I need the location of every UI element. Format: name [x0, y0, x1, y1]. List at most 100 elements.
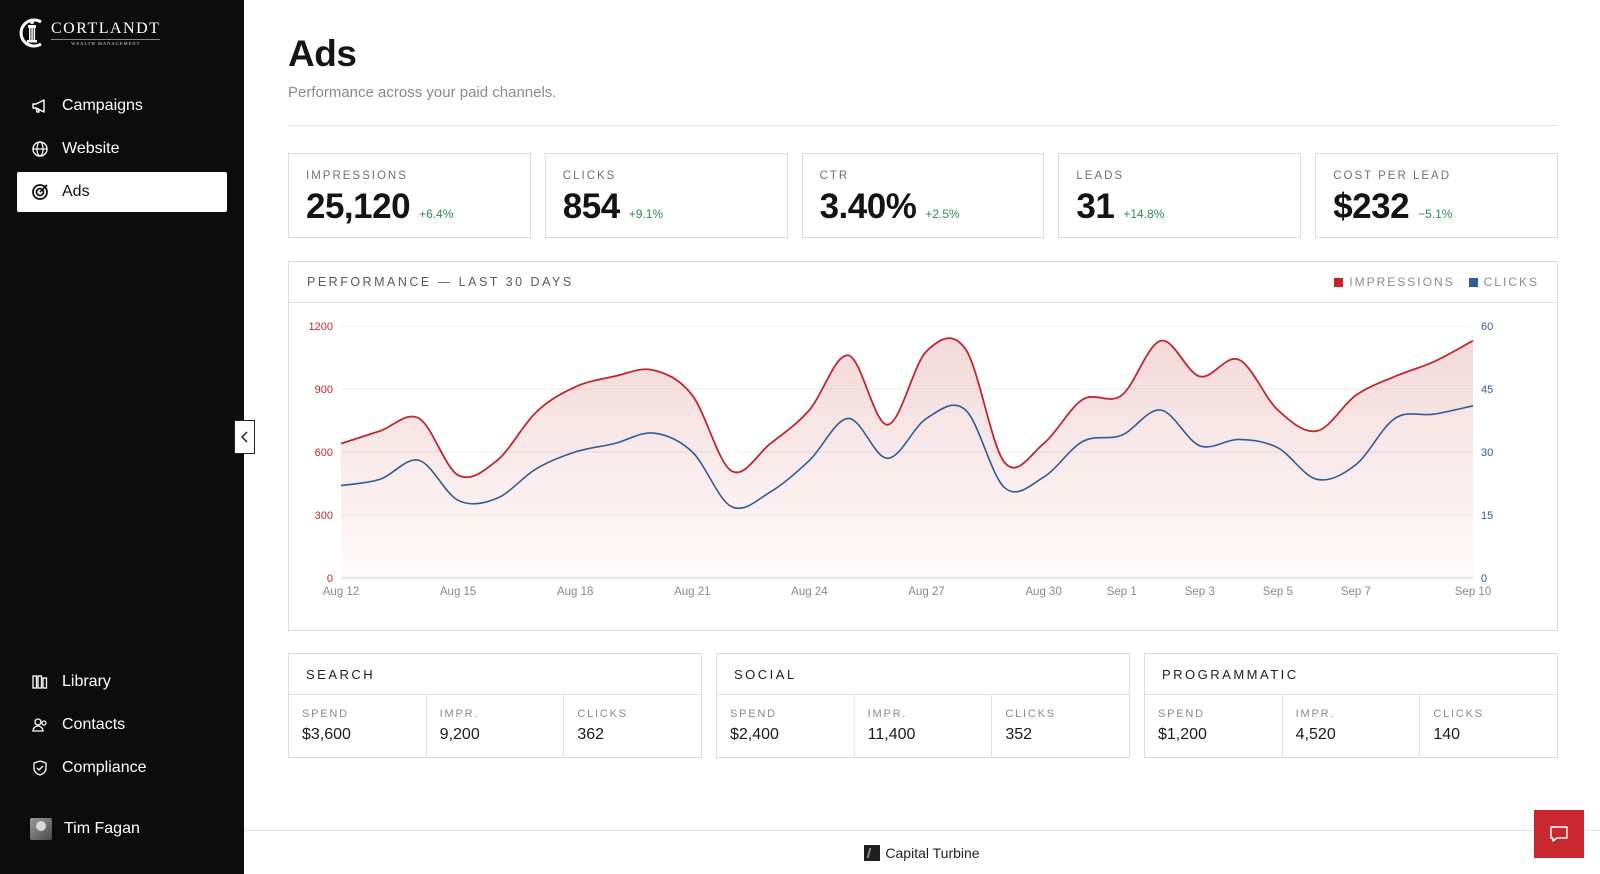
kpi-card-cost-per-lead: COST PER LEAD $232 −5.1%: [1315, 153, 1558, 238]
y-left-tick-label: 0: [327, 573, 333, 585]
stat-label: IMPR.: [439, 708, 480, 720]
page-title: Ads: [288, 33, 357, 74]
y-right-tick-label: 60: [1481, 321, 1493, 333]
kpi-card-ctr: CTR 3.40% +2.5%: [801, 153, 1045, 238]
x-tick-label: Aug 15: [440, 586, 476, 598]
y-left-tick-label: 900: [315, 384, 333, 396]
shield-check-icon: [31, 759, 49, 777]
page-subtitle: Performance across your paid channels.: [288, 84, 557, 101]
stat-value: 4,520: [1295, 726, 1336, 743]
sidebar-item-website[interactable]: Website: [17, 129, 227, 169]
impressions-line: [340, 337, 1474, 479]
brand-name: Cortlandt: [51, 19, 161, 37]
kpi-delta: +2.5%: [925, 207, 960, 221]
stat-label: SPEND: [302, 708, 349, 720]
y-left-tick-label: 600: [315, 447, 333, 459]
y-right-tick-label: 15: [1481, 510, 1493, 522]
contacts-icon: [31, 716, 49, 734]
legend-item-clicks[interactable]: CLICKS: [1468, 275, 1539, 289]
stat-value: $3,600: [302, 726, 351, 743]
legend-item-impressions[interactable]: IMPRESSIONS: [1334, 275, 1454, 289]
megaphone-icon: [31, 97, 49, 115]
collapse-sidebar-button[interactable]: [234, 420, 255, 454]
x-tick-label: Sep 10: [1455, 586, 1491, 598]
chat-button[interactable]: [1534, 810, 1584, 858]
user-profile[interactable]: Tim Fagan: [30, 818, 140, 840]
stat-value: 140: [1433, 726, 1461, 743]
channel-breakdown: SEARCH SPEND $3,600 IMPR. 9,200 CLICKS 362 …: [288, 653, 1558, 758]
kpi-value: 854: [562, 187, 620, 226]
channel-title: SOCIAL: [717, 654, 1129, 695]
y-right-tick-label: 0: [1481, 573, 1487, 585]
secondary-nav: Library Contacts Compliance: [17, 662, 227, 791]
sidebar-item-label: Library: [62, 673, 111, 690]
sidebar-item-compliance[interactable]: Compliance: [17, 748, 227, 788]
x-tick-label: Aug 30: [1025, 586, 1061, 598]
x-tick-label: Aug 12: [323, 586, 359, 598]
kpi-value: $232: [1333, 187, 1410, 226]
x-tick-label: Aug 18: [557, 586, 593, 598]
header-divider: [288, 125, 1558, 126]
stat-label: CLICKS: [1005, 708, 1056, 720]
library-icon: [31, 673, 49, 691]
sidebar-item-label: Compliance: [62, 759, 147, 776]
kpi-delta: +14.8%: [1123, 207, 1165, 221]
brand-logo[interactable]: Cortlandt WEALTH MANAGEMENT: [17, 15, 161, 51]
legend-swatch-impressions: [1334, 277, 1344, 287]
kpi-value: 25,120: [306, 187, 411, 226]
kpi-row: IMPRESSIONS 25,120 +6.4% CLICKS 854 +9.1% …: [288, 153, 1558, 238]
stat-label: IMPR.: [867, 708, 908, 720]
sidebar-item-contacts[interactable]: Contacts: [17, 705, 227, 745]
stat-value: 352: [1005, 726, 1033, 743]
performance-chart[interactable]: 0 300 600 900 1200 0 15 30 45 60 Aug 12 Aug 15 Aug 1…: [289, 304, 1557, 630]
main-content: Ads Performance across your paid channel…: [244, 0, 1600, 874]
target-icon: [31, 183, 49, 201]
channel-title: SEARCH: [289, 654, 701, 695]
x-tick-label: Sep 7: [1341, 586, 1371, 598]
chart-legend: IMPRESSIONS CLICKS: [1334, 275, 1539, 289]
sidebar-item-library[interactable]: Library: [17, 662, 227, 702]
sidebar-item-label: Ads: [62, 183, 90, 200]
sidebar: Cortlandt WEALTH MANAGEMENT Campaigns We…: [0, 0, 244, 874]
stat-value: $1,200: [1158, 726, 1207, 743]
footer-brand[interactable]: Capital Turbine: [885, 844, 980, 861]
channel-card-search: SEARCH SPEND $3,600 IMPR. 9,200 CLICKS 362: [288, 653, 702, 758]
y-right-tick-label: 30: [1481, 447, 1493, 459]
x-tick-label: Aug 24: [791, 586, 828, 598]
kpi-label: CTR: [819, 170, 850, 182]
kpi-card-leads: LEADS 31 +14.8%: [1058, 153, 1302, 238]
chart-title: PERFORMANCE — LAST 30 DAYS: [307, 275, 574, 289]
globe-icon: [31, 140, 49, 158]
sidebar-item-label: Website: [62, 140, 120, 157]
stat-value: 362: [577, 726, 605, 743]
kpi-card-impressions: IMPRESSIONS 25,120 +6.4%: [288, 153, 531, 238]
y-left-tick-label: 300: [315, 510, 333, 522]
stat-label: SPEND: [730, 708, 777, 720]
sidebar-item-campaigns[interactable]: Campaigns: [17, 86, 227, 126]
legend-label: IMPRESSIONS: [1349, 275, 1455, 289]
performance-chart-card: PERFORMANCE — LAST 30 DAYS IMPRESSIONS C…: [288, 261, 1558, 631]
stat-label: SPEND: [1158, 708, 1205, 720]
sidebar-item-ads[interactable]: Ads: [17, 172, 227, 212]
stat-label: CLICKS: [577, 708, 628, 720]
kpi-card-clicks: CLICKS 854 +9.1%: [544, 153, 788, 238]
stat-value: $2,400: [730, 726, 779, 743]
sidebar-item-label: Contacts: [62, 716, 126, 733]
user-name: Tim Fagan: [64, 820, 140, 837]
brand-emblem-icon: [17, 16, 47, 50]
kpi-label: COST PER LEAD: [1333, 170, 1452, 182]
kpi-delta: −5.1%: [1418, 207, 1453, 221]
x-tick-label: Aug 27: [908, 586, 944, 598]
kpi-value: 3.40%: [819, 187, 917, 226]
kpi-label: IMPRESSIONS: [306, 170, 408, 182]
x-tick-label: Sep 5: [1263, 586, 1293, 598]
chat-icon: [1550, 826, 1568, 842]
channel-card-programmatic: PROGRAMMATIC SPEND $1,200 IMPR. 4,520 CLIC…: [1144, 653, 1558, 758]
stat-label: CLICKS: [1433, 708, 1484, 720]
capital-turbine-logo-icon: [864, 844, 881, 861]
primary-nav: Campaigns Website Ads: [17, 86, 227, 215]
kpi-delta: +9.1%: [628, 207, 664, 221]
stat-value: 9,200: [439, 726, 480, 743]
y-right-tick-label: 45: [1481, 384, 1493, 396]
kpi-delta: +6.4%: [419, 207, 454, 221]
